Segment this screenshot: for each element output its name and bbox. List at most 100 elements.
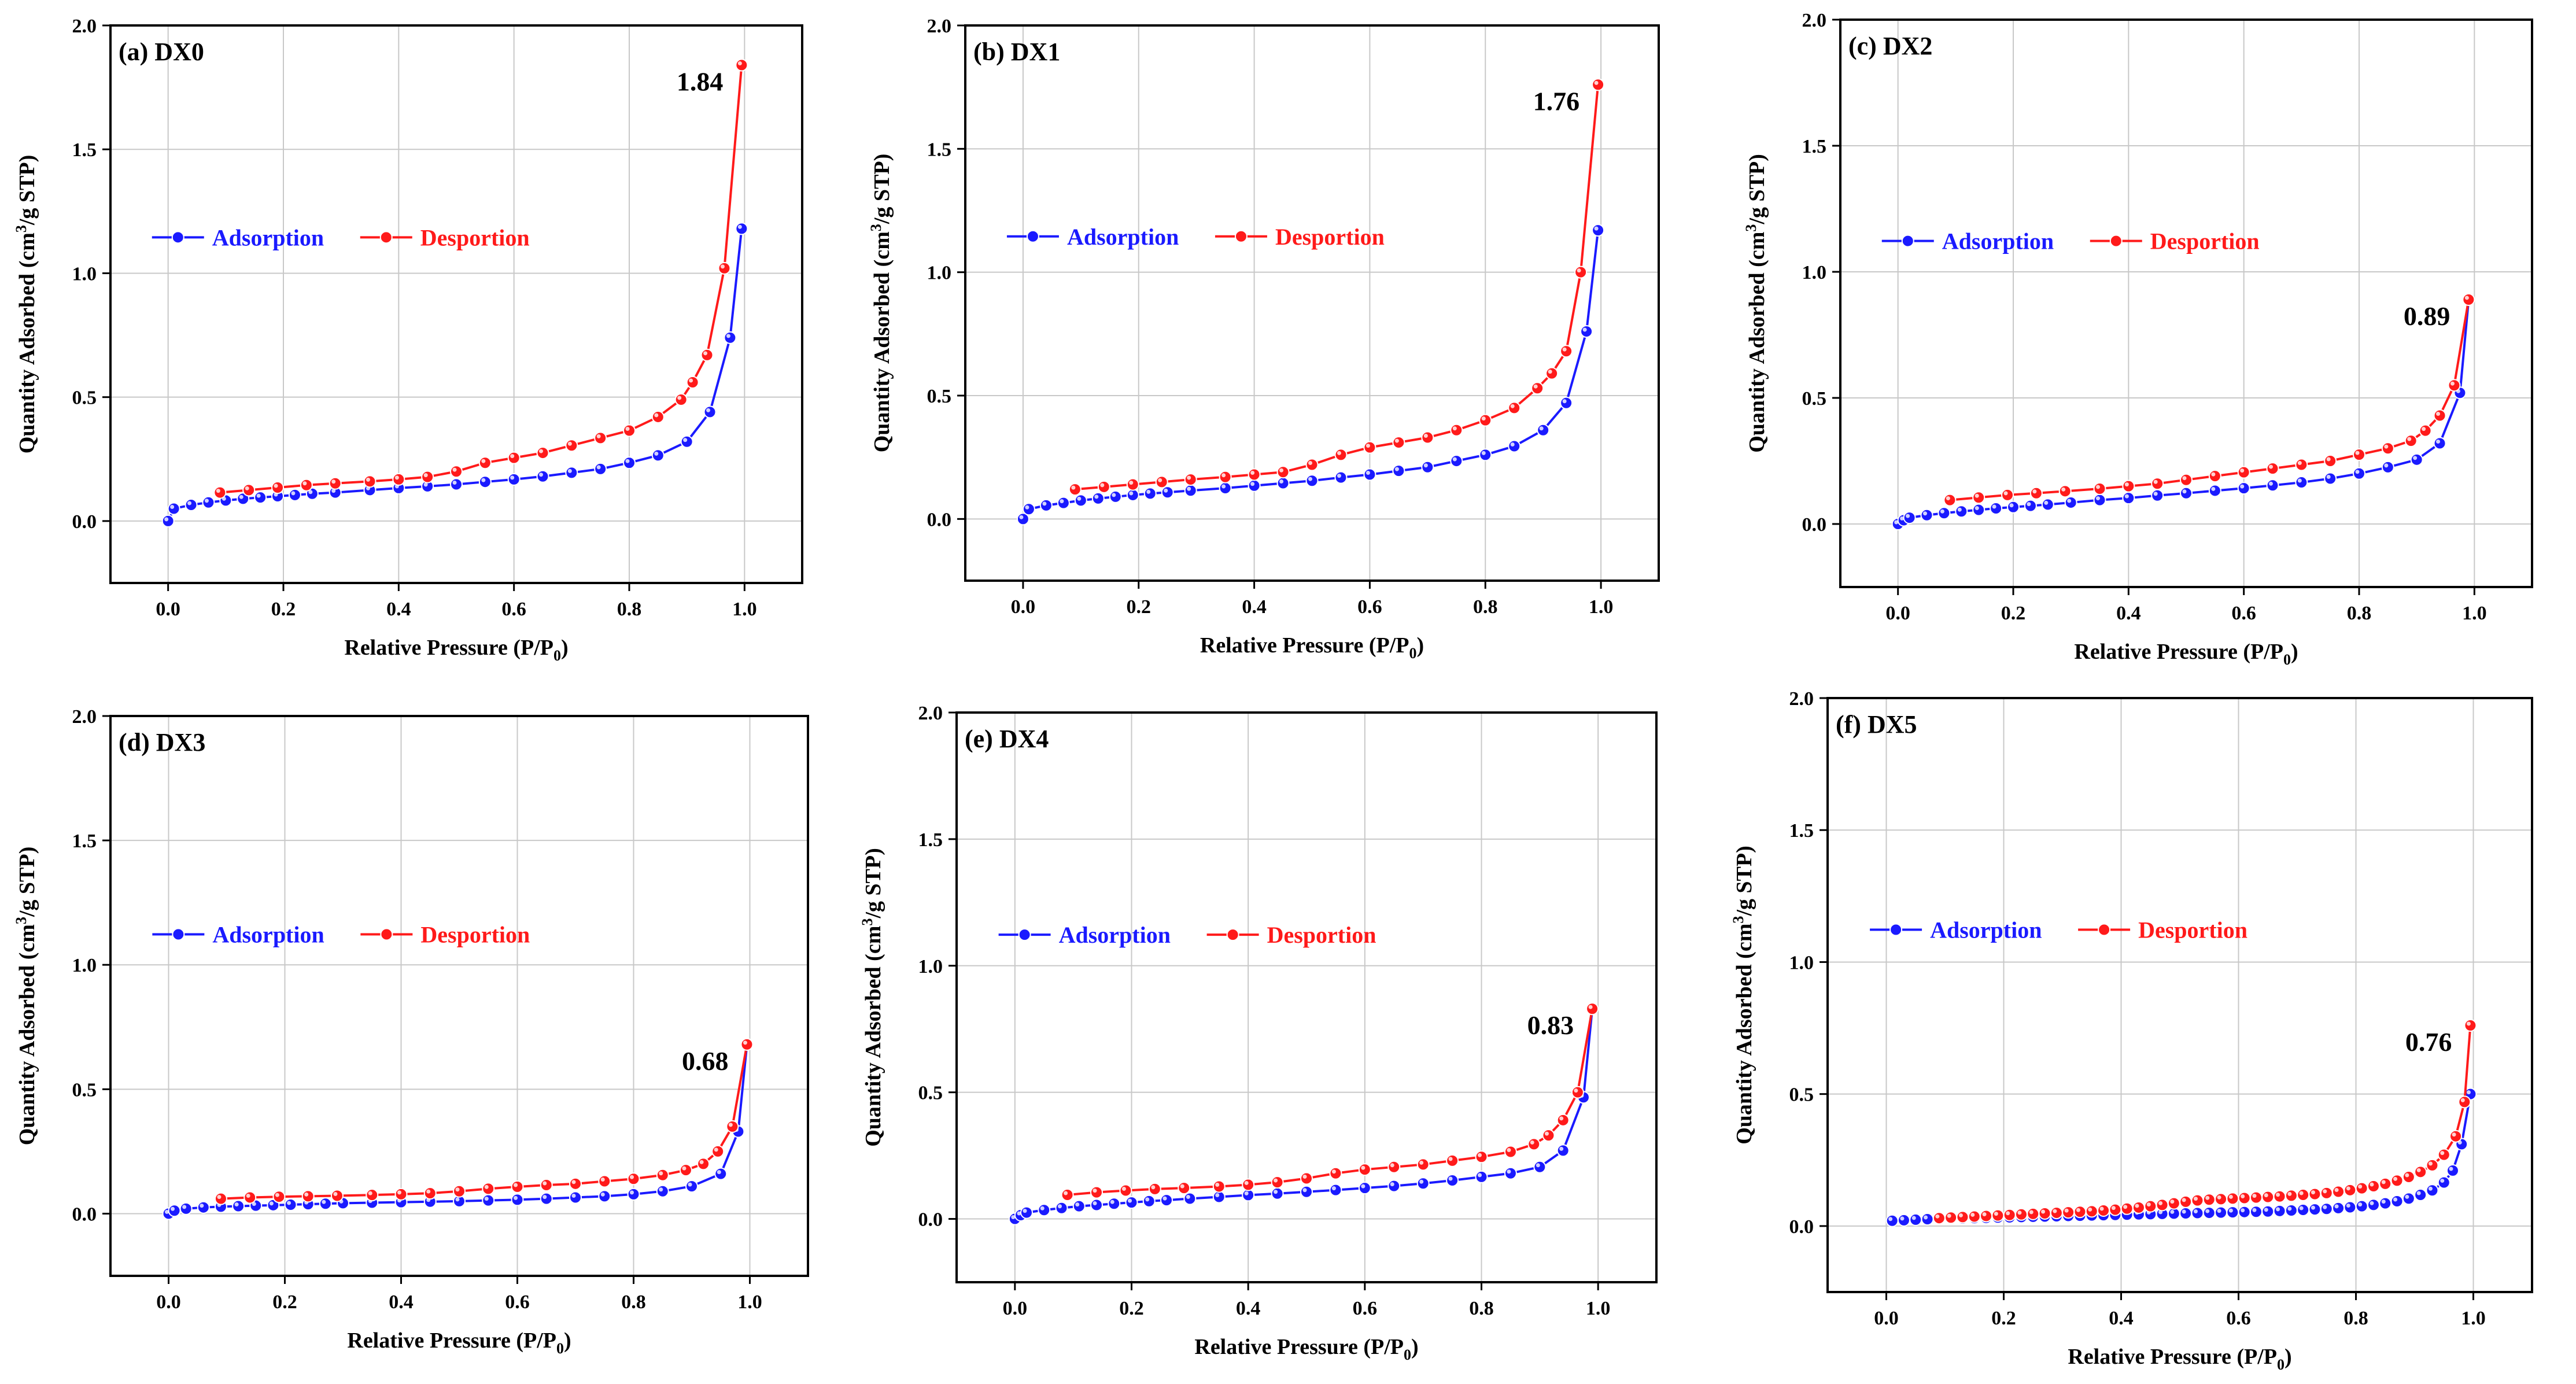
data-point xyxy=(2273,1190,2286,1203)
y-axis-title-tail: /g STP) xyxy=(870,154,894,224)
data-point-highlight xyxy=(1128,1198,1132,1203)
data-point-highlight xyxy=(1448,1157,1453,1161)
x-axis-title-main: Relative Pressure (P/P xyxy=(1200,633,1409,658)
data-point xyxy=(1991,1209,2005,1222)
x-axis-title-sub: 0 xyxy=(2277,1356,2285,1373)
y-tick-label: 2.0 xyxy=(72,706,97,728)
data-point xyxy=(421,470,434,484)
x-axis-title-sub: 0 xyxy=(1409,645,1416,662)
data-point xyxy=(2226,1206,2239,1219)
data-point xyxy=(1537,423,1550,437)
data-point-highlight xyxy=(368,1191,372,1195)
legend: Adsorption Desportion xyxy=(152,922,530,948)
data-point-highlight xyxy=(1100,483,1105,488)
data-point-highlight xyxy=(1982,1212,1987,1217)
legend-label: Adsorption xyxy=(1942,228,2054,254)
data-point-highlight xyxy=(2241,1194,2245,1199)
data-point xyxy=(243,1191,257,1204)
data-point-highlight xyxy=(2416,1191,2421,1195)
data-point xyxy=(1125,1196,1138,1209)
data-point xyxy=(569,1191,582,1204)
data-point xyxy=(536,470,549,483)
data-point-highlight xyxy=(1975,493,1979,498)
data-point-highlight xyxy=(2240,468,2245,473)
series-desportion xyxy=(1061,1002,1599,1201)
data-point xyxy=(1072,1200,1086,1213)
legend-swatch-marker xyxy=(1026,230,1039,243)
data-point xyxy=(2180,486,2193,500)
x-tick-label: 1.0 xyxy=(2461,1308,2486,1329)
data-point xyxy=(214,1192,227,1205)
x-tick-label: 0.6 xyxy=(505,1291,530,1313)
x-tick-label: 0.8 xyxy=(2344,1308,2368,1329)
data-point xyxy=(2120,1202,2134,1215)
data-point xyxy=(272,1190,286,1204)
x-axis-title: Relative Pressure (P/P0) xyxy=(347,1328,571,1357)
y-axis-title-main: Quantity Adsorbed (cm xyxy=(1732,924,1756,1145)
data-point xyxy=(2156,1198,2169,1212)
data-point xyxy=(1580,325,1593,338)
data-point xyxy=(2355,1200,2368,1213)
legend-swatch-marker xyxy=(380,928,393,941)
data-point-highlight xyxy=(239,494,243,499)
legend-swatch-marker xyxy=(172,928,185,941)
data-point xyxy=(511,1180,524,1193)
legend-label: Desportion xyxy=(1267,922,1376,948)
x-axis-title-tail: ) xyxy=(1411,1335,1419,1359)
data-point-highlight xyxy=(1071,485,1076,490)
y-axis-title-sup: 3 xyxy=(1743,224,1759,232)
data-point xyxy=(366,1189,379,1202)
data-point xyxy=(1897,1213,1910,1227)
data-point xyxy=(1571,1086,1584,1099)
data-point-highlight xyxy=(2252,1194,2257,1198)
data-point-highlight xyxy=(1308,460,1312,465)
data-point xyxy=(1022,503,1035,516)
data-point xyxy=(2058,485,2072,498)
legend-swatch-marker xyxy=(171,231,184,244)
data-point xyxy=(1178,1182,1191,1195)
x-tick-label: 0.0 xyxy=(1885,603,1910,624)
data-point-highlight xyxy=(2450,381,2455,386)
data-point xyxy=(651,449,665,462)
y-tick-label: 1.5 xyxy=(927,139,952,160)
data-point xyxy=(2027,1207,2040,1220)
data-point-highlight xyxy=(2099,1206,2104,1211)
legend-label: Desportion xyxy=(2150,228,2260,254)
legend-swatch-marker xyxy=(1889,923,1903,936)
data-point-highlight xyxy=(1478,1153,1482,1157)
y-tick-label: 1.0 xyxy=(927,263,952,284)
data-point-highlight xyxy=(2407,437,2412,441)
data-point xyxy=(482,1182,495,1195)
legend: Adsorption Desportion xyxy=(152,224,530,250)
data-point-highlight xyxy=(2276,1207,2280,1212)
data-point xyxy=(2404,434,2418,448)
data-point-highlight xyxy=(426,1189,431,1194)
data-point-highlight xyxy=(1162,1196,1167,1201)
legend-label: Desportion xyxy=(2138,917,2247,943)
data-point xyxy=(2237,482,2250,495)
data-point xyxy=(2414,1189,2427,1202)
data-point xyxy=(1271,1176,1284,1189)
data-point xyxy=(1475,1150,1488,1164)
data-point-highlight xyxy=(2205,1209,2210,1213)
data-point xyxy=(2446,1164,2459,1178)
data-point xyxy=(2414,1165,2427,1179)
data-point-highlight xyxy=(737,61,742,66)
data-point-highlight xyxy=(1331,1186,1336,1191)
y-tick-label: 0.5 xyxy=(72,387,97,409)
data-point-highlight xyxy=(1302,1175,1307,1179)
x-tick-label: 1.0 xyxy=(737,1291,762,1313)
y-axis-title-main: Quantity Adsorbed (cm xyxy=(15,232,39,453)
data-point-highlight xyxy=(600,1178,605,1182)
data-point-highlight xyxy=(1077,496,1082,501)
data-point xyxy=(1074,494,1087,507)
data-point xyxy=(394,1187,408,1201)
data-point-highlight xyxy=(1244,1191,1249,1195)
x-axis-title-tail: ) xyxy=(561,636,569,660)
data-point xyxy=(2208,484,2221,497)
x-tick-label: 1.0 xyxy=(1589,596,1614,618)
y-tick-label: 1.0 xyxy=(1789,952,1814,973)
data-point-highlight xyxy=(170,504,175,509)
data-point-highlight xyxy=(677,396,682,400)
x-axis-title-sub: 0 xyxy=(2283,651,2291,668)
